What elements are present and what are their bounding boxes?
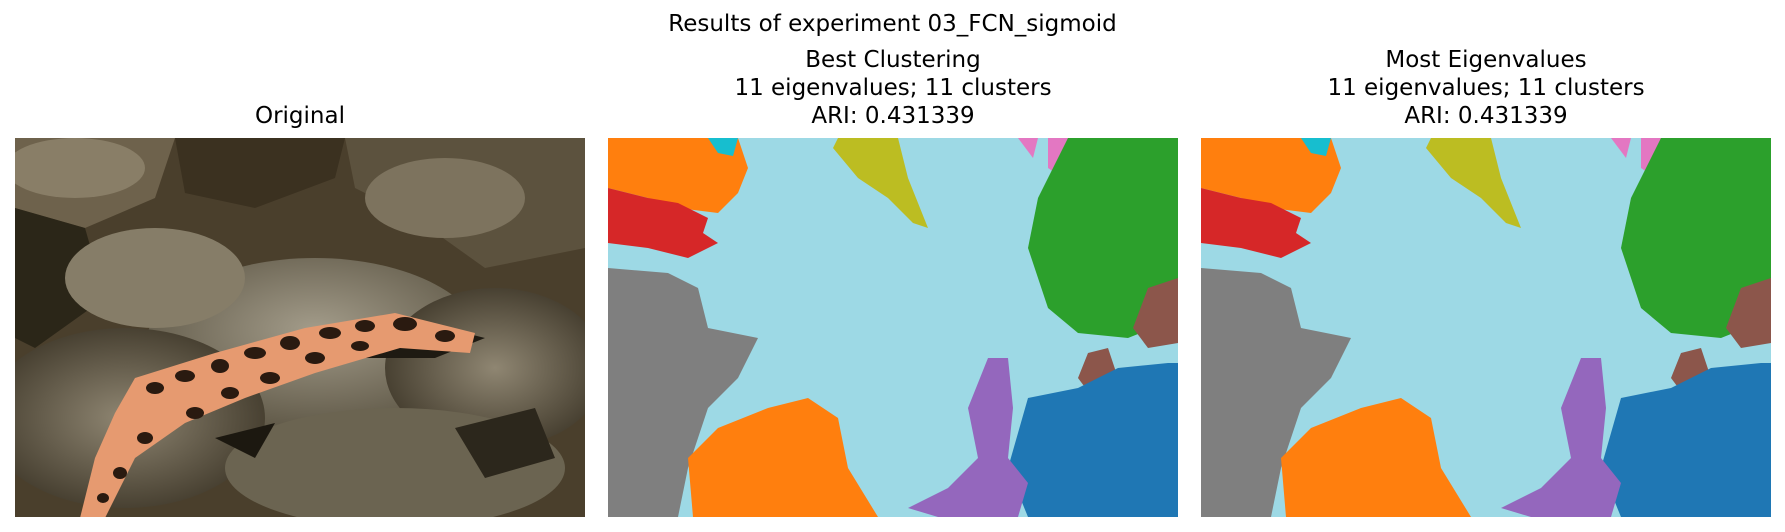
most-eigenvalues-eigen: 11 eigenvalues; 11 clusters	[1327, 75, 1645, 101]
most-eigenvalues-panel: Most Eigenvalues 11 eigenvalues; 11 clus…	[1201, 47, 1771, 517]
best-clustering-panel: Best Clustering 11 eigenvalues; 11 clust…	[608, 47, 1178, 517]
most-eigenvalues-title: Most Eigenvalues	[1385, 47, 1587, 73]
best-clustering-ari: ARI: 0.431339	[811, 103, 975, 129]
best-clustering-title: Best Clustering	[805, 47, 981, 73]
most-eigenvalues-ari: ARI: 0.431339	[1404, 103, 1568, 129]
best-clustering-eigen: 11 eigenvalues; 11 clusters	[734, 75, 1052, 101]
original-title: Original	[254, 103, 345, 129]
original-panel: Original	[15, 103, 585, 517]
original-image	[15, 138, 585, 517]
best-clustering-image	[608, 138, 1178, 517]
most-eigenvalues-image	[1201, 138, 1771, 517]
figure-title: Results of experiment 03_FCN_sigmoid	[668, 11, 1117, 37]
